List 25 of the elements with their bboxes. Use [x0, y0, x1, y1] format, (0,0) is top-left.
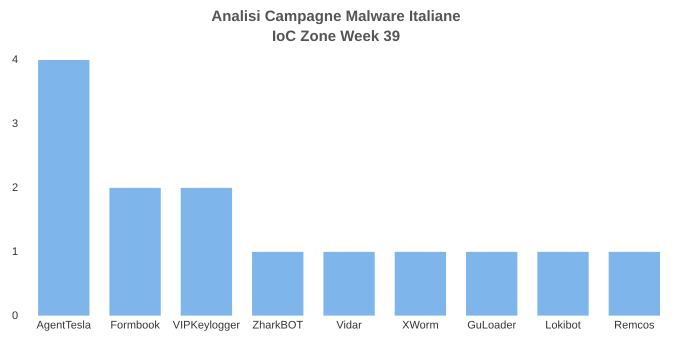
y-tick-label: 4 [12, 54, 18, 66]
bar [252, 252, 304, 316]
bar [109, 188, 161, 316]
y-tick-label: 0 [12, 310, 18, 322]
bar [38, 60, 90, 316]
x-tick-label: AgentTesla [36, 319, 92, 332]
x-tick-label: XWorm [402, 319, 439, 332]
x-tick-label: ZharkBOT [252, 319, 304, 332]
bar [608, 252, 660, 316]
bar [466, 252, 518, 316]
chart-title: Analisi Campagne Malware Italiane [211, 8, 461, 26]
bar [394, 252, 446, 316]
x-tick-label: Lokibot [545, 319, 581, 332]
x-tick-label: Remcos [614, 319, 656, 332]
y-tick-label: 2 [12, 182, 18, 194]
y-tick-label: 1 [12, 246, 18, 258]
x-tick-label: Formbook [110, 319, 160, 332]
x-tick-label: GuLoader [467, 319, 516, 332]
bar [180, 188, 232, 316]
bar [323, 252, 375, 316]
x-tick-label: Vidar [336, 319, 362, 332]
y-tick-label: 3 [12, 118, 18, 130]
x-tick-label: VIPKeylogger [172, 319, 240, 332]
chart-subtitle: IoC Zone Week 39 [272, 28, 400, 46]
bar [537, 252, 589, 316]
